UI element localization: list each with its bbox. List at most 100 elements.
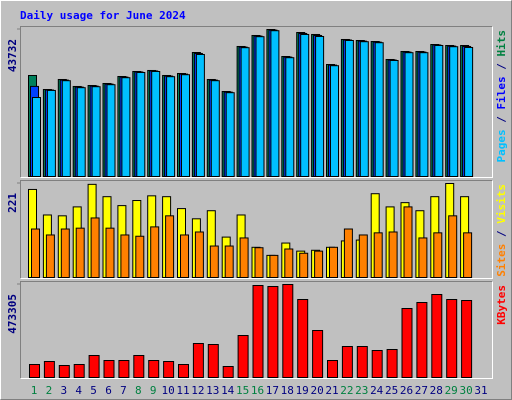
bar: [136, 71, 146, 177]
bar: [386, 349, 398, 378]
y-tick-label: 43732: [6, 39, 19, 72]
x-tick-label: 31: [474, 384, 487, 397]
bar: [254, 247, 264, 278]
x-tick-label: 16: [251, 384, 264, 397]
x-tick-label: 28: [430, 384, 443, 397]
bar: [239, 237, 249, 278]
bar: [105, 227, 115, 278]
bar: [431, 294, 443, 379]
legend: Pages / Files / Hits: [495, 30, 508, 163]
legend-entry: KBytes: [495, 285, 508, 325]
bar: [358, 234, 368, 278]
bar: [401, 308, 413, 378]
bar: [195, 53, 205, 178]
x-tick-label: 15: [236, 384, 249, 397]
x-tick-label: 8: [135, 384, 142, 397]
x-tick-label: 30: [459, 384, 472, 397]
legend-entry: Visits: [495, 184, 508, 224]
bar: [192, 343, 204, 378]
bar: [404, 52, 414, 177]
bar: [285, 57, 295, 177]
panel-light: [20, 26, 493, 178]
x-tick-label: 22: [340, 384, 353, 397]
x-tick-label: 17: [266, 384, 279, 397]
bar: [43, 361, 55, 379]
bar: [314, 250, 324, 278]
legend-entry: Pages: [495, 129, 508, 162]
bar: [222, 366, 234, 379]
bar: [91, 86, 101, 177]
bar: [75, 227, 85, 278]
x-tick-label: 18: [281, 384, 294, 397]
bar: [341, 346, 353, 379]
bar: [209, 245, 219, 278]
bar: [252, 285, 264, 378]
bar: [343, 228, 353, 278]
bar: [237, 335, 249, 379]
bar: [150, 226, 160, 278]
bar: [120, 234, 130, 278]
bar: [106, 84, 116, 177]
bar: [270, 30, 280, 177]
x-tick-label: 24: [370, 384, 384, 397]
bar: [388, 231, 398, 279]
bar: [464, 46, 474, 177]
bar: [180, 234, 189, 278]
x-tick-label: 13: [206, 384, 219, 397]
bar: [374, 42, 384, 177]
x-tick-label: 6: [105, 384, 112, 397]
y-tick-label: 473305: [6, 294, 19, 334]
bar: [181, 74, 190, 177]
bar: [433, 232, 443, 279]
bar: [434, 45, 444, 177]
legend: KBytes: [495, 285, 508, 325]
y-tick-label: 221: [6, 193, 19, 213]
bar: [224, 245, 234, 278]
bar: [419, 52, 429, 177]
bar: [359, 41, 369, 177]
legend-separator: /: [495, 224, 508, 244]
x-tick-label: 14: [221, 384, 235, 397]
x-tick-label: 21: [325, 384, 338, 397]
bar: [118, 360, 130, 378]
x-tick-label: 29: [445, 384, 458, 397]
bar: [61, 80, 71, 177]
bar: [207, 344, 219, 379]
bar: [151, 70, 161, 177]
bar: [133, 355, 145, 379]
legend: Sites / Visits: [495, 184, 508, 277]
bar: [373, 232, 383, 279]
bar: [73, 364, 85, 379]
bar: [178, 364, 189, 379]
bar: [135, 235, 145, 278]
bar: [88, 355, 100, 379]
x-tick-label: 7: [120, 384, 127, 397]
bar: [297, 299, 309, 378]
bar: [31, 228, 40, 278]
bar: [418, 237, 428, 278]
x-tick-label: 20: [310, 384, 323, 397]
x-tick-label: 12: [191, 384, 204, 397]
bar: [58, 365, 70, 378]
bar: [90, 217, 100, 278]
bar: [300, 33, 310, 178]
bar: [225, 92, 235, 177]
panel-shadow: [20, 26, 493, 178]
bar: [284, 248, 294, 278]
bar: [330, 65, 339, 177]
bar: [389, 59, 399, 177]
bar: [45, 234, 55, 278]
panel-shadow: [20, 281, 493, 379]
bar: [312, 330, 324, 378]
legend-entry: Files: [495, 76, 508, 109]
bar: [449, 46, 459, 177]
bar: [446, 299, 458, 378]
panel-light: [20, 180, 493, 279]
bar: [329, 246, 338, 278]
bar: [403, 206, 413, 278]
bar: [165, 215, 175, 278]
bar: [121, 77, 131, 177]
bar: [315, 35, 325, 177]
bar: [344, 39, 354, 177]
